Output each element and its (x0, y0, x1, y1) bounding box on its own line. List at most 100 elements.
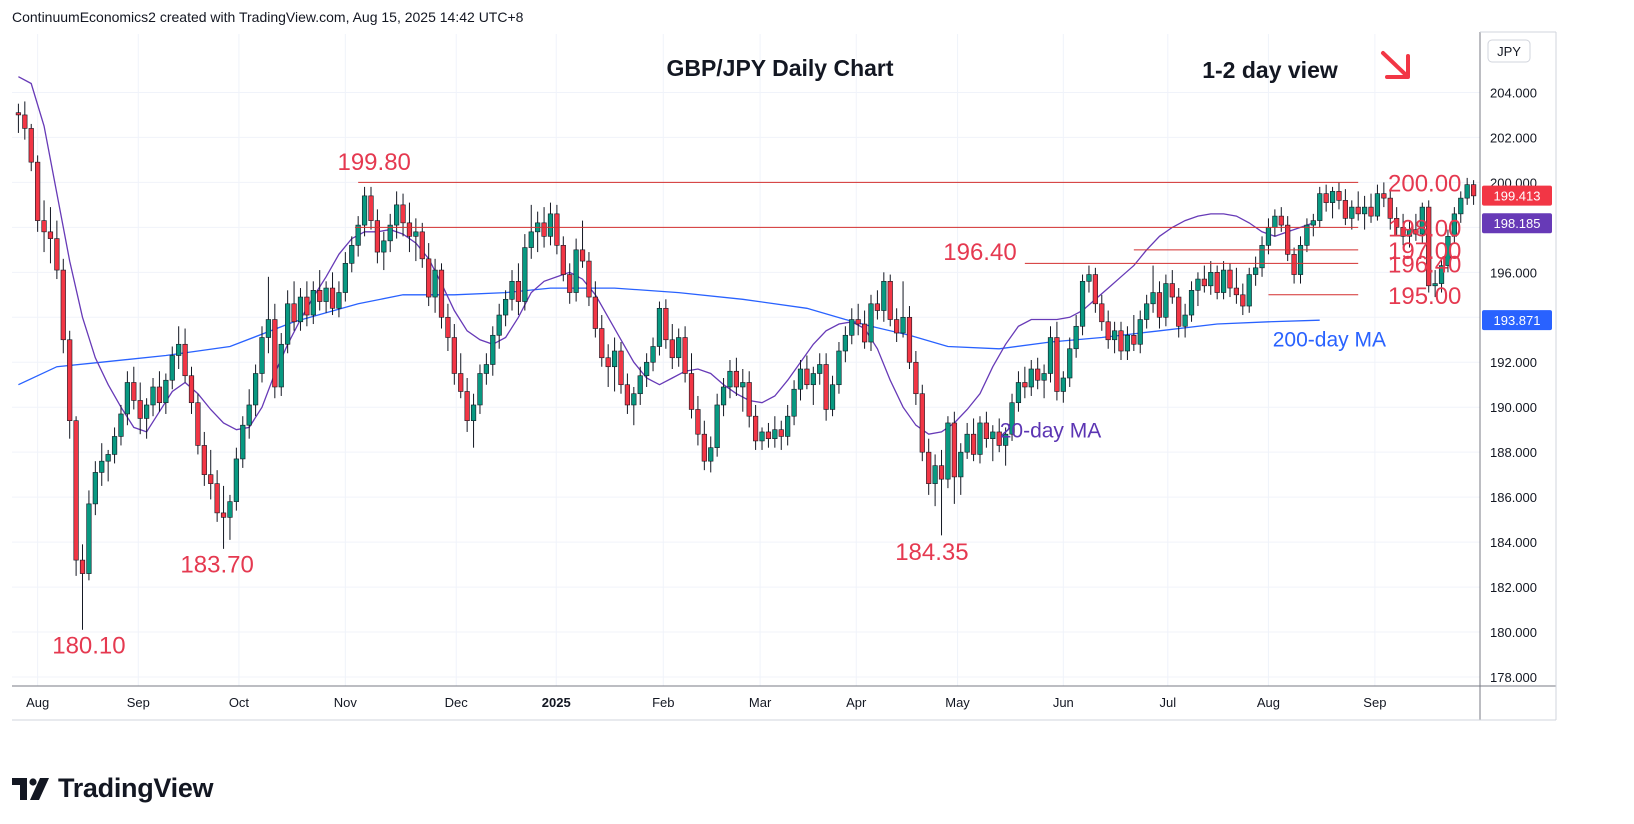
candle-up (1144, 303, 1150, 320)
candle-up (964, 433, 970, 453)
candle-up (1086, 274, 1092, 282)
candle-down (599, 328, 605, 359)
candle-down (201, 445, 207, 475)
candle-up (945, 422, 951, 480)
candle-up (611, 350, 618, 368)
candle-down (554, 213, 560, 246)
candle-down (195, 402, 201, 446)
y-tick-label: 202.000 (1490, 130, 1537, 145)
y-tick-label: 180.000 (1490, 625, 1537, 640)
candle-down (220, 512, 227, 518)
candle-down (778, 429, 784, 437)
chart-header: ContinuumEconomics2 created with Trading… (12, 9, 524, 25)
candle-up (1406, 229, 1413, 237)
candle-up (105, 454, 111, 462)
candle-down (1176, 296, 1182, 327)
candle-up (477, 373, 483, 406)
candle-up (720, 386, 727, 406)
candle-up (483, 364, 489, 374)
currency-box[interactable] (1487, 39, 1531, 63)
candle-up (124, 382, 130, 415)
candle-down (823, 364, 829, 410)
candle-up (1163, 283, 1169, 318)
y-tick-label: 186.000 (1490, 490, 1537, 505)
y-tick-label: 190.000 (1490, 400, 1537, 415)
price-axis[interactable]: 178.000 180.000 182.000 184.000 186.000 188.0… (1482, 39, 1552, 685)
candle-down (28, 128, 34, 163)
candle-up (849, 319, 855, 336)
price-tag-label: 198.185 (1494, 216, 1541, 231)
candle-up (791, 388, 797, 417)
candle-up (1362, 206, 1368, 215)
y-tick-label: 178.000 (1490, 670, 1537, 685)
candle-down (695, 409, 701, 435)
candle-up (1041, 373, 1047, 381)
candle-up (342, 263, 348, 293)
price-tag-label: 193.871 (1494, 313, 1541, 328)
tradingview-logo[interactable]: TradingView (12, 773, 214, 804)
x-tick-label: May (945, 695, 970, 710)
candle-up (240, 424, 246, 460)
candle-down (1387, 197, 1393, 219)
candle-up (246, 404, 252, 426)
candle-down (579, 249, 586, 262)
candle-up (1464, 184, 1470, 199)
candle-down (47, 231, 54, 239)
y-tick-label: 192.000 (1490, 355, 1537, 370)
candle-up (163, 379, 169, 404)
candle-up (708, 447, 714, 462)
candle-up (227, 501, 233, 518)
candle-down (188, 375, 195, 404)
candle-up (817, 364, 823, 374)
candle-down (919, 393, 925, 453)
candle-down (67, 339, 73, 422)
x-tick-label: 2025 (542, 695, 571, 710)
candle-up (1079, 281, 1086, 327)
candle-down (1342, 200, 1348, 219)
candle-down (54, 238, 60, 271)
ma-label: 200-day MA (1273, 329, 1386, 352)
candle-down (1355, 206, 1361, 215)
candle-down (1022, 382, 1028, 388)
candle-down (1323, 193, 1329, 203)
candle-up (932, 465, 938, 484)
candle-down (1099, 303, 1105, 323)
time-axis[interactable]: Aug Sep Oct Nov Dec 2025 Feb Mar Apr May Jun Jul Aug… (26, 695, 1386, 710)
candle-up (829, 384, 836, 410)
price-tag (1482, 185, 1552, 206)
candle-up (1195, 278, 1201, 291)
candle-down (451, 337, 457, 374)
candle-up (176, 343, 182, 356)
candle-down (592, 296, 598, 329)
x-tick-label: Jun (1053, 695, 1074, 710)
candle-up (990, 431, 996, 439)
candle-up (265, 319, 272, 338)
chart-labels: 200.00198.00197.00196.40195.00199.80183.… (52, 51, 1461, 659)
candle-up (740, 382, 746, 388)
price-annotation: 183.70 (180, 551, 253, 578)
candle-up (1451, 213, 1457, 237)
candle-up (470, 404, 477, 422)
candle-up (361, 195, 368, 226)
candle-down (906, 316, 913, 363)
candle-up (1188, 290, 1195, 316)
candle-down (804, 368, 810, 386)
candle-up (118, 413, 124, 437)
candle-up (676, 337, 682, 359)
down-arrow-icon (1381, 51, 1410, 79)
candle-up (1124, 334, 1131, 352)
candle-down (317, 290, 323, 302)
candle-up (1438, 265, 1445, 284)
y-tick-label: 188.000 (1490, 445, 1537, 460)
candle-up (1374, 193, 1381, 217)
candle-down (1368, 206, 1374, 217)
candle-up (656, 307, 663, 347)
candles-group (15, 101, 1477, 630)
candle-down (1381, 193, 1387, 199)
candle-up (1272, 215, 1278, 228)
candle-down (746, 382, 752, 417)
candle-down (41, 220, 47, 233)
candle-up (958, 451, 964, 478)
candle-up (772, 429, 778, 439)
